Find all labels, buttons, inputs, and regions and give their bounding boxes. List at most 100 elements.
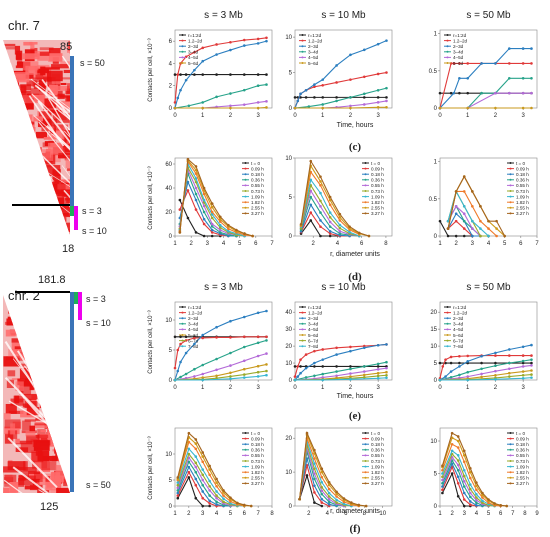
data-point — [194, 461, 198, 465]
series-line — [177, 447, 245, 507]
data-point — [349, 372, 352, 375]
chr7-contact-block — [54, 232, 68, 235]
chr2-contact-block — [48, 353, 59, 360]
data-point — [530, 343, 533, 347]
chr2-contact-block — [54, 478, 64, 483]
data-point — [471, 219, 474, 223]
chr7-contact-block — [13, 156, 26, 162]
x-tick-label: 3 — [471, 241, 475, 247]
chr7-contact-block — [11, 102, 21, 109]
data-point — [456, 435, 460, 438]
data-point — [466, 76, 470, 80]
data-point — [215, 503, 218, 506]
data-point — [462, 498, 466, 501]
data-point — [521, 361, 525, 365]
x-tick-label: 3 — [256, 385, 260, 391]
chart-d3: 1 2 3 4 5 6 7 0 0.5 1 t = 00.09 h0.18 h0.36 h0.55 … — [429, 157, 539, 247]
chr7-contact-block — [16, 50, 23, 61]
panel_c-label: (c) — [349, 141, 362, 153]
data-point — [530, 364, 533, 367]
series-line — [179, 160, 253, 237]
data-point — [507, 367, 511, 371]
data-point — [202, 198, 206, 202]
x-tick-label: 5 — [503, 241, 507, 247]
y-tick-label: 0.5 — [429, 197, 438, 203]
y-tick-label: 1 — [434, 160, 438, 166]
x-tick-label: 0 — [293, 113, 297, 119]
chr7-contact-block — [65, 222, 70, 234]
data-point — [320, 467, 324, 470]
data-point — [179, 73, 182, 76]
chr7-contact-block — [14, 45, 21, 55]
x-tick-label: 2 — [454, 241, 458, 247]
data-point — [350, 501, 353, 504]
chr2-gap-line — [38, 342, 70, 406]
data-point — [494, 351, 497, 355]
data-point — [480, 62, 483, 65]
x-tick-label: 8 — [270, 511, 274, 517]
legend-entry: 0.55 h — [371, 183, 384, 188]
chr2-contact-block — [8, 349, 25, 357]
data-point — [385, 39, 388, 42]
data-point — [449, 375, 453, 379]
data-point — [458, 354, 461, 358]
data-point — [265, 106, 268, 109]
chr2-contact-block — [37, 490, 50, 493]
data-point — [210, 216, 214, 220]
data-point — [293, 365, 297, 368]
data-point — [530, 76, 533, 80]
y-tick-label: 5 — [289, 195, 293, 201]
chr7-contact-block — [67, 229, 70, 233]
chr7-contact-block — [57, 190, 70, 197]
data-point — [265, 352, 268, 355]
legend-entry: 5–6d — [308, 333, 319, 338]
y-tick-label: 0 — [169, 378, 173, 384]
chr2-contact-block — [24, 349, 31, 357]
data-point — [256, 73, 260, 76]
chr2-contact-block — [42, 329, 52, 342]
legend-marker — [301, 62, 304, 64]
data-point — [229, 106, 232, 110]
data-point — [201, 455, 205, 458]
chr7-contact-block — [26, 188, 35, 199]
legend-marker — [181, 334, 184, 336]
chr2-contact-block — [58, 399, 69, 408]
x-tick-label: 3 — [521, 113, 525, 119]
legend-marker — [301, 56, 304, 59]
data-point — [194, 177, 198, 180]
chr7-contact-block — [47, 142, 63, 155]
chr2-contact-block — [36, 341, 46, 348]
data-point — [458, 373, 461, 377]
data-point — [349, 345, 352, 349]
data-point — [313, 365, 316, 368]
legend-entry: r=1:2d — [188, 33, 202, 38]
series-line — [300, 203, 350, 237]
chr7-contact-block — [60, 216, 67, 222]
x-tick-label: 2 — [312, 241, 316, 247]
chr7-contact-block — [56, 197, 65, 209]
data-point — [296, 365, 300, 368]
data-point — [349, 106, 352, 110]
legend-marker — [446, 339, 449, 342]
chr2-contact-block — [58, 418, 68, 431]
chr7-contact-block — [43, 67, 60, 70]
legend-entry: 3–4d — [188, 50, 199, 55]
data-point — [494, 378, 497, 381]
data-point — [243, 232, 246, 235]
chr2-contact-block — [55, 308, 65, 314]
data-point — [530, 369, 533, 372]
chr2-s10-label: s = 10 — [86, 318, 111, 328]
series-line — [439, 344, 532, 381]
data-point — [178, 208, 182, 211]
chr7-contact-block — [13, 171, 28, 177]
chr2-contact-block — [49, 407, 60, 411]
legend-marker — [181, 56, 184, 59]
data-point — [466, 360, 470, 363]
chr7-contact-block — [48, 84, 58, 96]
series-line — [439, 364, 532, 381]
chr7-s3-label: s = 3 — [82, 206, 102, 216]
chr2-contact-block — [42, 376, 49, 384]
chr2-contact-block — [35, 448, 43, 456]
data-point — [256, 375, 260, 378]
